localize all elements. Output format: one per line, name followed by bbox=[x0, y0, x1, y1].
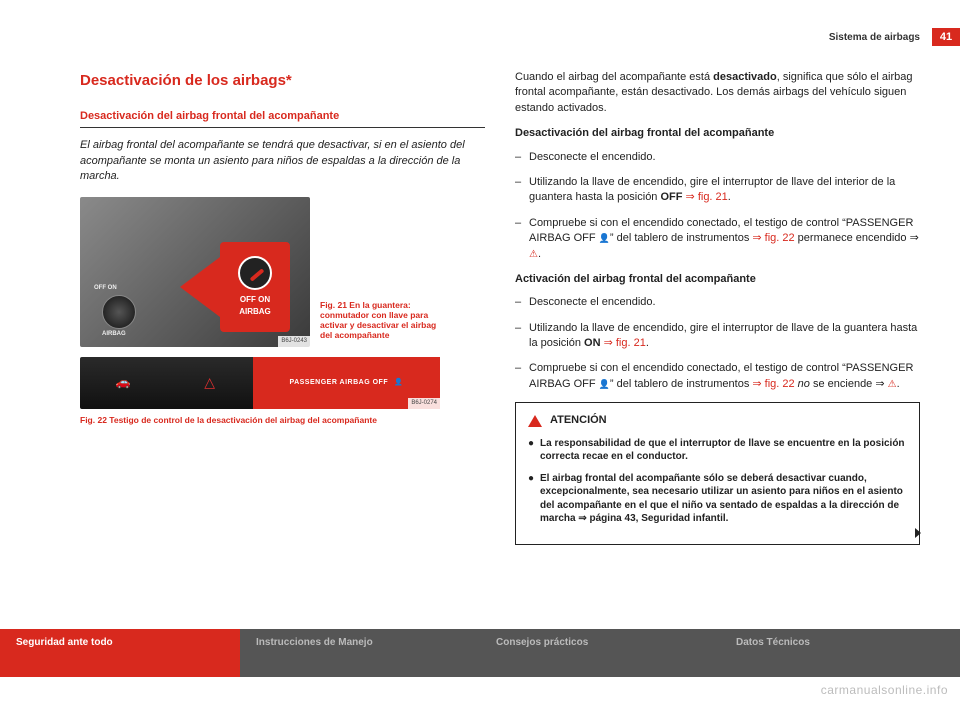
a3-c: no bbox=[795, 378, 810, 390]
warning-triangle-icon: ⚠ bbox=[529, 248, 538, 262]
bullet-dot: ● bbox=[528, 472, 540, 526]
watermark: carmanualsonline.info bbox=[821, 683, 948, 697]
right-column: Cuando el airbag del acompañante está de… bbox=[515, 70, 920, 545]
para1-bold: desactivado bbox=[713, 71, 777, 83]
figure-21-caption: Fig. 21 En la guantera: conmutador con l… bbox=[320, 300, 450, 341]
a3-b: ” del tablero de instrumentos bbox=[610, 378, 752, 390]
left-column: Desactivación de los airbags* Desactivac… bbox=[80, 70, 485, 545]
act-step-3-text: Compruebe si con el encendido conectado,… bbox=[529, 361, 920, 392]
a3-e: . bbox=[897, 378, 900, 390]
list-dash: – bbox=[515, 150, 529, 165]
deact-step-2-text: Utilizando la llave de encendido, gire e… bbox=[529, 175, 920, 206]
glovebox-label-airbag: AIRBAG bbox=[102, 330, 126, 338]
act-step-2: – Utilizando la llave de encendido, gire… bbox=[515, 321, 920, 352]
subheading-red: Desactivación del airbag frontal del aco… bbox=[80, 109, 485, 128]
airbag-glyph-icon: 👤 bbox=[599, 233, 610, 243]
switch-offon-label: OFF ON bbox=[240, 294, 270, 305]
list-dash: – bbox=[515, 175, 529, 206]
page-header: Sistema de airbags 41 bbox=[829, 28, 960, 46]
list-dash: – bbox=[515, 216, 529, 262]
figure-22-refcode: B6J-0274 bbox=[408, 398, 440, 408]
deact-step-1-text: Desconecte el encendido. bbox=[529, 150, 656, 165]
list-dash: – bbox=[515, 295, 529, 310]
list-dash: – bbox=[515, 321, 529, 352]
deact-step-1: – Desconecte el encendido. bbox=[515, 150, 920, 165]
d3-d: . bbox=[538, 248, 541, 260]
d2-bold: OFF bbox=[660, 191, 682, 203]
atencion-bullet-1: ● La responsabilidad de que el interrupt… bbox=[528, 437, 907, 464]
switch-airbag-label: AIRBAG bbox=[239, 306, 271, 317]
atencion-title: ATENCIÓN bbox=[550, 413, 607, 428]
hazard-icon: △ bbox=[201, 374, 219, 392]
activation-subhead: Activación del airbag frontal del acompa… bbox=[515, 272, 920, 287]
figure-22: 🚗 △ PASSENGER AIRBAG OFF 👤 B6J-0274 Fig.… bbox=[80, 357, 485, 427]
para1-a: Cuando el airbag del acompañante está bbox=[515, 71, 713, 83]
figure-22-caption: Fig. 22 Testigo de control de la desacti… bbox=[80, 415, 485, 427]
act-step-2-text: Utilizando la llave de encendido, gire e… bbox=[529, 321, 920, 352]
act-step-1: – Desconecte el encendido. bbox=[515, 295, 920, 310]
d3-c: permanece encendido ⇒ bbox=[795, 232, 919, 244]
d3-b: ” del tablero de instrumentos bbox=[610, 232, 752, 244]
figure-21: OFF ON AIRBAG OFF ON AIRBAG B6J-0243 Fig… bbox=[80, 197, 485, 347]
atencion-b2-text: El airbag frontal del acompañante sólo s… bbox=[540, 472, 907, 526]
tab-instrucciones-label: Instrucciones de Manejo bbox=[256, 637, 373, 648]
airbag-person-icon: 👤 bbox=[394, 378, 403, 388]
deact-step-3-text: Compruebe si con el encendido conectado,… bbox=[529, 216, 920, 262]
tab-seguridad-label: Seguridad ante todo bbox=[16, 637, 113, 648]
tab-seguridad[interactable]: Seguridad ante todo bbox=[0, 629, 240, 677]
tab-datos-label: Datos Técnicos bbox=[736, 637, 810, 648]
intro-paragraph: El airbag frontal del acompañante se ten… bbox=[80, 138, 485, 184]
callout-switch-zoom: OFF ON AIRBAG bbox=[220, 242, 290, 332]
figure-21-image: OFF ON AIRBAG OFF ON AIRBAG B6J-0243 bbox=[80, 197, 310, 347]
content-area: Desactivación de los airbags* Desactivac… bbox=[80, 70, 920, 545]
list-dash: – bbox=[515, 361, 529, 392]
tab-consejos[interactable]: Consejos prácticos bbox=[480, 629, 720, 677]
act-step-1-text: Desconecte el encendido. bbox=[529, 295, 656, 310]
figure-21-refcode: B6J-0243 bbox=[278, 336, 310, 346]
a2-b: . bbox=[646, 337, 649, 349]
bullet-dot: ● bbox=[528, 437, 540, 464]
act-step-3: – Compruebe si con el encendido conectad… bbox=[515, 361, 920, 392]
a3-d: se enciende ⇒ bbox=[810, 378, 888, 390]
atencion-box: ATENCIÓN ● La responsabilidad de que el … bbox=[515, 402, 920, 544]
figure-22-image: 🚗 △ PASSENGER AIRBAG OFF 👤 B6J-0274 bbox=[80, 357, 440, 409]
passenger-airbag-off-text: PASSENGER AIRBAG OFF bbox=[289, 378, 388, 388]
chapter-title: Sistema de airbags bbox=[829, 32, 920, 43]
airbag-glyph-icon: 👤 bbox=[599, 379, 610, 389]
d3-link: ⇒ fig. 22 bbox=[752, 232, 794, 244]
tab-instrucciones[interactable]: Instrucciones de Manejo bbox=[240, 629, 480, 677]
atencion-bullet-2: ● El airbag frontal del acompañante sólo… bbox=[528, 472, 907, 526]
deact-step-3: – Compruebe si con el encendido conectad… bbox=[515, 216, 920, 262]
deact-step-2: – Utilizando la llave de encendido, gire… bbox=[515, 175, 920, 206]
continued-arrow-icon bbox=[915, 528, 921, 538]
glovebox-key-switch bbox=[102, 295, 136, 329]
tab-consejos-label: Consejos prácticos bbox=[496, 637, 588, 648]
page-number: 41 bbox=[932, 28, 960, 46]
section-title: Desactivación de los airbags* bbox=[80, 70, 485, 91]
tab-datos[interactable]: Datos Técnicos bbox=[720, 629, 960, 677]
callout-pointer bbox=[180, 257, 220, 317]
d2-link: ⇒ fig. 21 bbox=[682, 191, 727, 203]
switch-dial-icon bbox=[238, 256, 272, 290]
warning-triangle-icon: ⚠ bbox=[888, 378, 897, 392]
glovebox-label-offon: OFF ON bbox=[94, 284, 117, 292]
intro-paragraph-right: Cuando el airbag del acompañante está de… bbox=[515, 70, 920, 116]
d2-b: . bbox=[728, 191, 731, 203]
a2-bold: ON bbox=[584, 337, 601, 349]
atencion-heading: ATENCIÓN bbox=[528, 413, 907, 428]
atencion-b1-text: La responsabilidad de que el interruptor… bbox=[540, 437, 907, 464]
footer-tabs: Seguridad ante todo Instrucciones de Man… bbox=[0, 629, 960, 677]
dash-left-panel: 🚗 △ bbox=[80, 357, 253, 409]
a3-link: ⇒ fig. 22 bbox=[752, 378, 794, 390]
atencion-triangle-icon bbox=[528, 415, 542, 427]
esc-off-icon: 🚗 bbox=[114, 374, 132, 392]
deactivation-subhead: Desactivación del airbag frontal del aco… bbox=[515, 126, 920, 141]
a2-link: ⇒ fig. 21 bbox=[601, 337, 646, 349]
